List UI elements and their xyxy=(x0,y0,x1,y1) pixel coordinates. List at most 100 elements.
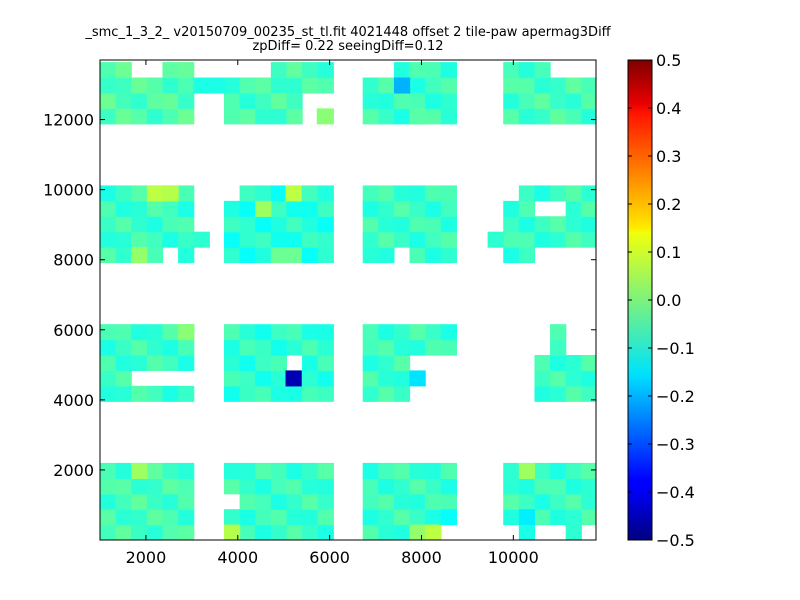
heatmap-cell xyxy=(378,92,395,109)
heatmap-cell xyxy=(440,77,457,94)
heatmap-cell xyxy=(581,92,596,109)
heatmap-cell xyxy=(115,108,132,125)
heatmap-cell xyxy=(270,92,288,109)
heatmap-cell xyxy=(131,77,148,94)
heatmap-cell xyxy=(302,247,319,264)
heatmap-cell xyxy=(518,478,536,495)
heatmap-cell xyxy=(409,200,426,217)
heatmap-cell xyxy=(286,524,303,540)
heatmap-cell xyxy=(239,324,256,341)
heatmap-cell xyxy=(440,108,457,125)
heatmap-cell xyxy=(378,77,395,94)
colorbar-tick-label: 0.2 xyxy=(656,195,681,214)
heatmap-cell xyxy=(255,462,272,479)
heatmap-cell xyxy=(239,216,256,233)
heatmap-cell xyxy=(285,247,302,264)
heatmap-cell xyxy=(131,355,148,372)
heatmap-cell xyxy=(286,324,303,341)
heatmap-cell xyxy=(302,324,319,341)
heatmap-cell xyxy=(146,509,164,526)
heatmap-cell xyxy=(362,385,379,402)
heatmap-cell xyxy=(440,185,457,202)
heatmap-cell xyxy=(255,370,272,387)
heatmap-cell xyxy=(518,185,536,202)
x-tick-label: 10000 xyxy=(488,548,539,567)
heatmap-cell xyxy=(162,339,179,356)
heatmap-cell xyxy=(440,200,457,217)
heatmap-cell xyxy=(409,478,426,495)
heatmap-cell xyxy=(362,462,379,479)
heatmap-cell xyxy=(393,200,411,217)
heatmap-cell xyxy=(317,231,334,248)
heatmap-cell xyxy=(317,385,334,402)
colorbar-tick-label: 0.0 xyxy=(656,291,681,310)
heatmap-cell xyxy=(534,92,551,109)
y-tick-label: 2000 xyxy=(53,461,94,480)
heatmap-cell xyxy=(178,108,195,125)
heatmap-cell xyxy=(270,370,288,387)
heatmap-cell xyxy=(239,370,256,387)
heatmap-cell xyxy=(286,478,303,495)
heatmap-cell xyxy=(162,62,179,79)
heatmap-cell xyxy=(440,324,457,341)
heatmap-cell xyxy=(550,478,567,495)
heatmap-cell xyxy=(162,462,179,479)
heatmap-cell xyxy=(255,108,272,125)
heatmap-cell xyxy=(425,462,442,479)
heatmap-cell xyxy=(362,92,379,109)
heatmap-cell xyxy=(581,385,596,402)
heatmap-cell xyxy=(534,509,551,526)
heatmap-cell xyxy=(302,462,319,479)
heatmap-cell xyxy=(224,200,241,217)
heatmap-cell xyxy=(255,77,272,94)
heatmap-cell xyxy=(409,339,426,356)
heatmap-cell xyxy=(178,231,195,248)
heatmap-cell xyxy=(100,355,117,372)
heatmap-cell xyxy=(178,200,195,217)
heatmap-cell xyxy=(146,493,164,510)
colorbar-tick-label: 0.5 xyxy=(656,51,681,70)
heatmap-cell xyxy=(115,524,132,540)
heatmap-cell xyxy=(378,200,395,217)
plot-background xyxy=(100,60,596,540)
heatmap-cell xyxy=(581,370,596,387)
heatmap-cell xyxy=(565,385,582,402)
heatmap-cell xyxy=(115,462,132,479)
heatmap-cell xyxy=(146,108,164,125)
heatmap-cell xyxy=(224,108,241,125)
heatmap-cell xyxy=(393,231,411,248)
heatmap-cell xyxy=(565,108,582,125)
heatmap-cell xyxy=(255,200,272,217)
heatmap-cell xyxy=(317,339,334,356)
heatmap-cell xyxy=(286,385,303,402)
heatmap-cell xyxy=(378,247,395,264)
heatmap-cell xyxy=(193,231,210,248)
heatmap-cell xyxy=(316,108,334,125)
heatmap-cell xyxy=(362,478,379,495)
y-axis: 2000 4000 6000 8000 10000 12000 xyxy=(43,111,596,480)
heatmap-cell xyxy=(224,231,241,248)
heatmap-cell xyxy=(317,509,334,526)
colorbar-tick-label: 0.1 xyxy=(656,243,681,262)
heatmap-cell xyxy=(425,339,442,356)
heatmap-cell xyxy=(565,370,582,387)
heatmap-cell xyxy=(518,92,536,109)
heatmap-cell xyxy=(550,216,567,233)
heatmap-cell xyxy=(146,92,164,109)
heatmap-cell xyxy=(503,247,520,264)
heatmap-cell xyxy=(409,231,426,248)
heatmap-cell xyxy=(302,216,319,233)
heatmap-cell xyxy=(518,509,536,526)
heatmap-cell xyxy=(302,524,319,540)
heatmap-cell xyxy=(162,493,179,510)
chart-title: _smc_1_3_2_ v20150709_00235_st_tl.fit 40… xyxy=(85,25,611,40)
heatmap-cell xyxy=(162,216,179,233)
heatmap-cell xyxy=(393,493,411,510)
heatmap-cell xyxy=(581,231,596,248)
heatmap-cell xyxy=(317,216,334,233)
heatmap-cell xyxy=(178,247,195,264)
heatmap-cell xyxy=(146,478,164,495)
heatmap-cell xyxy=(286,216,303,233)
heatmap-cell xyxy=(503,216,520,233)
